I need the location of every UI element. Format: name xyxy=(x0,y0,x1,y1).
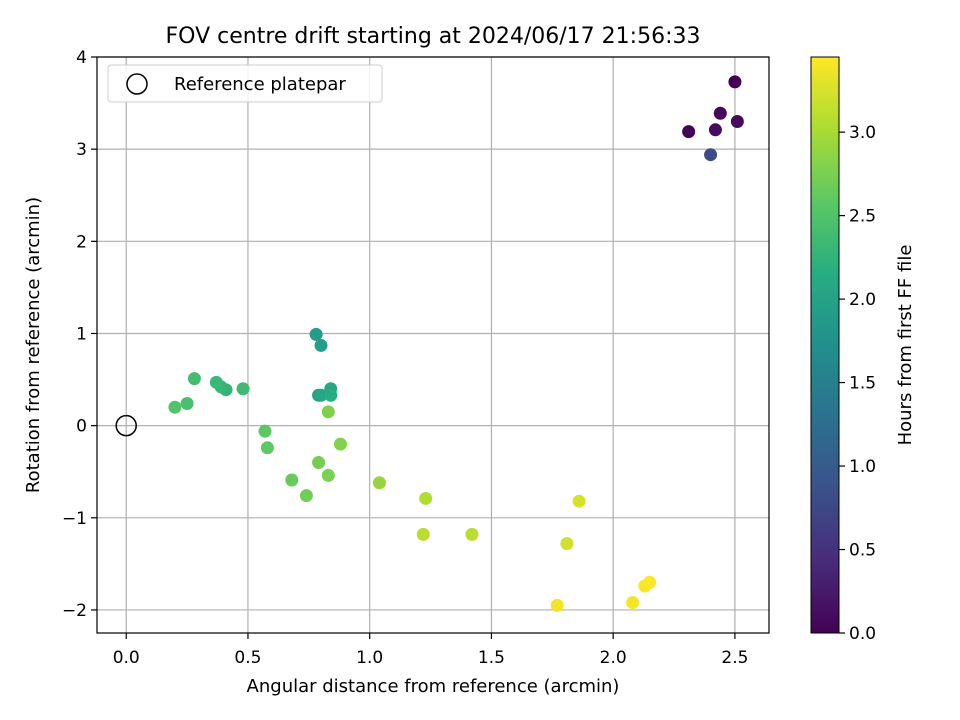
legend-label: Reference platepar xyxy=(174,74,346,95)
scatter-point xyxy=(314,388,328,402)
scatter-point xyxy=(626,596,640,610)
scatter-point xyxy=(321,468,335,482)
scatter-point xyxy=(209,375,223,389)
scatter-point xyxy=(550,598,564,612)
scatter-point xyxy=(572,494,586,508)
colorbar-tick-label: 0.5 xyxy=(849,541,876,561)
y-tick-label: −2 xyxy=(62,601,87,621)
x-axis-label: Angular distance from reference (arcmin) xyxy=(247,676,620,697)
scatter-point xyxy=(730,115,744,129)
reference-marker-group xyxy=(115,414,137,437)
scatter-point xyxy=(168,400,182,414)
legend: Reference platepar xyxy=(107,64,383,103)
x-tick-label: 2.5 xyxy=(721,648,748,668)
reference-marker xyxy=(115,414,137,437)
scatter-point xyxy=(258,424,272,438)
scatter-point xyxy=(180,397,194,411)
colorbar xyxy=(810,56,840,634)
colorbar-tick-label: 1.0 xyxy=(849,457,876,477)
x-tick-label: 1.5 xyxy=(478,648,505,668)
scatter-point xyxy=(333,437,347,451)
colorbar-tick-label: 1.5 xyxy=(849,374,876,394)
legend-box xyxy=(107,64,383,103)
colorbar-tick-label: 2.0 xyxy=(849,290,876,310)
scatter-point xyxy=(560,537,574,551)
scatter-point xyxy=(321,405,335,419)
x-tick-label: 2.0 xyxy=(600,648,627,668)
y-axis-label: Rotation from reference (arcmin) xyxy=(23,197,44,493)
scatter-point xyxy=(708,123,722,137)
scatter-point xyxy=(704,148,718,162)
scatter-point xyxy=(314,338,328,352)
scatter-point xyxy=(465,527,479,541)
scatter-point xyxy=(728,75,742,89)
scatter-point xyxy=(372,476,386,490)
y-tick-label: 2 xyxy=(76,232,87,252)
scatter-point xyxy=(324,388,338,402)
grid xyxy=(97,56,769,633)
scatter-point xyxy=(416,527,430,541)
chart-title: FOV centre drift starting at 2024/06/17 … xyxy=(166,24,701,49)
scatter-point xyxy=(187,372,201,386)
colorbar-tick-label: 0.0 xyxy=(849,624,876,644)
scatter-point xyxy=(260,441,274,455)
scatter-point xyxy=(299,489,313,503)
scatter-point xyxy=(419,491,433,505)
colorbar-tick-label: 2.5 xyxy=(849,207,876,227)
y-tick-label: 1 xyxy=(76,324,87,344)
scatter-point xyxy=(309,327,323,341)
scatter-point xyxy=(682,125,696,139)
x-tick-label: 0.0 xyxy=(113,648,140,668)
scatter-point xyxy=(312,456,326,470)
plot-frame xyxy=(96,56,770,634)
scatter-point xyxy=(643,575,657,589)
colorbar-tick-label: 3.0 xyxy=(849,123,876,143)
scatter-point xyxy=(285,473,299,487)
x-axis-ticks: 0.0 0.5 1.0 1.5 2.0 2.5 xyxy=(113,633,748,668)
legend-marker-icon xyxy=(126,73,148,95)
y-tick-label: 0 xyxy=(76,417,87,437)
x-tick-label: 1.0 xyxy=(356,648,383,668)
y-tick-label: −1 xyxy=(62,509,87,529)
colorbar-label: Hours from first FF file xyxy=(895,245,916,446)
x-tick-label: 0.5 xyxy=(234,648,261,668)
colorbar-ticks: 0.0 0.5 1.0 1.5 2.0 2.5 3.0 xyxy=(839,123,876,644)
scatter-point xyxy=(236,382,250,396)
y-tick-label: 4 xyxy=(76,48,87,68)
data-points xyxy=(168,75,744,612)
y-tick-label: 3 xyxy=(76,140,87,160)
scatter-point xyxy=(713,106,727,120)
y-axis-ticks: −2 −1 0 1 2 3 4 xyxy=(62,48,97,621)
